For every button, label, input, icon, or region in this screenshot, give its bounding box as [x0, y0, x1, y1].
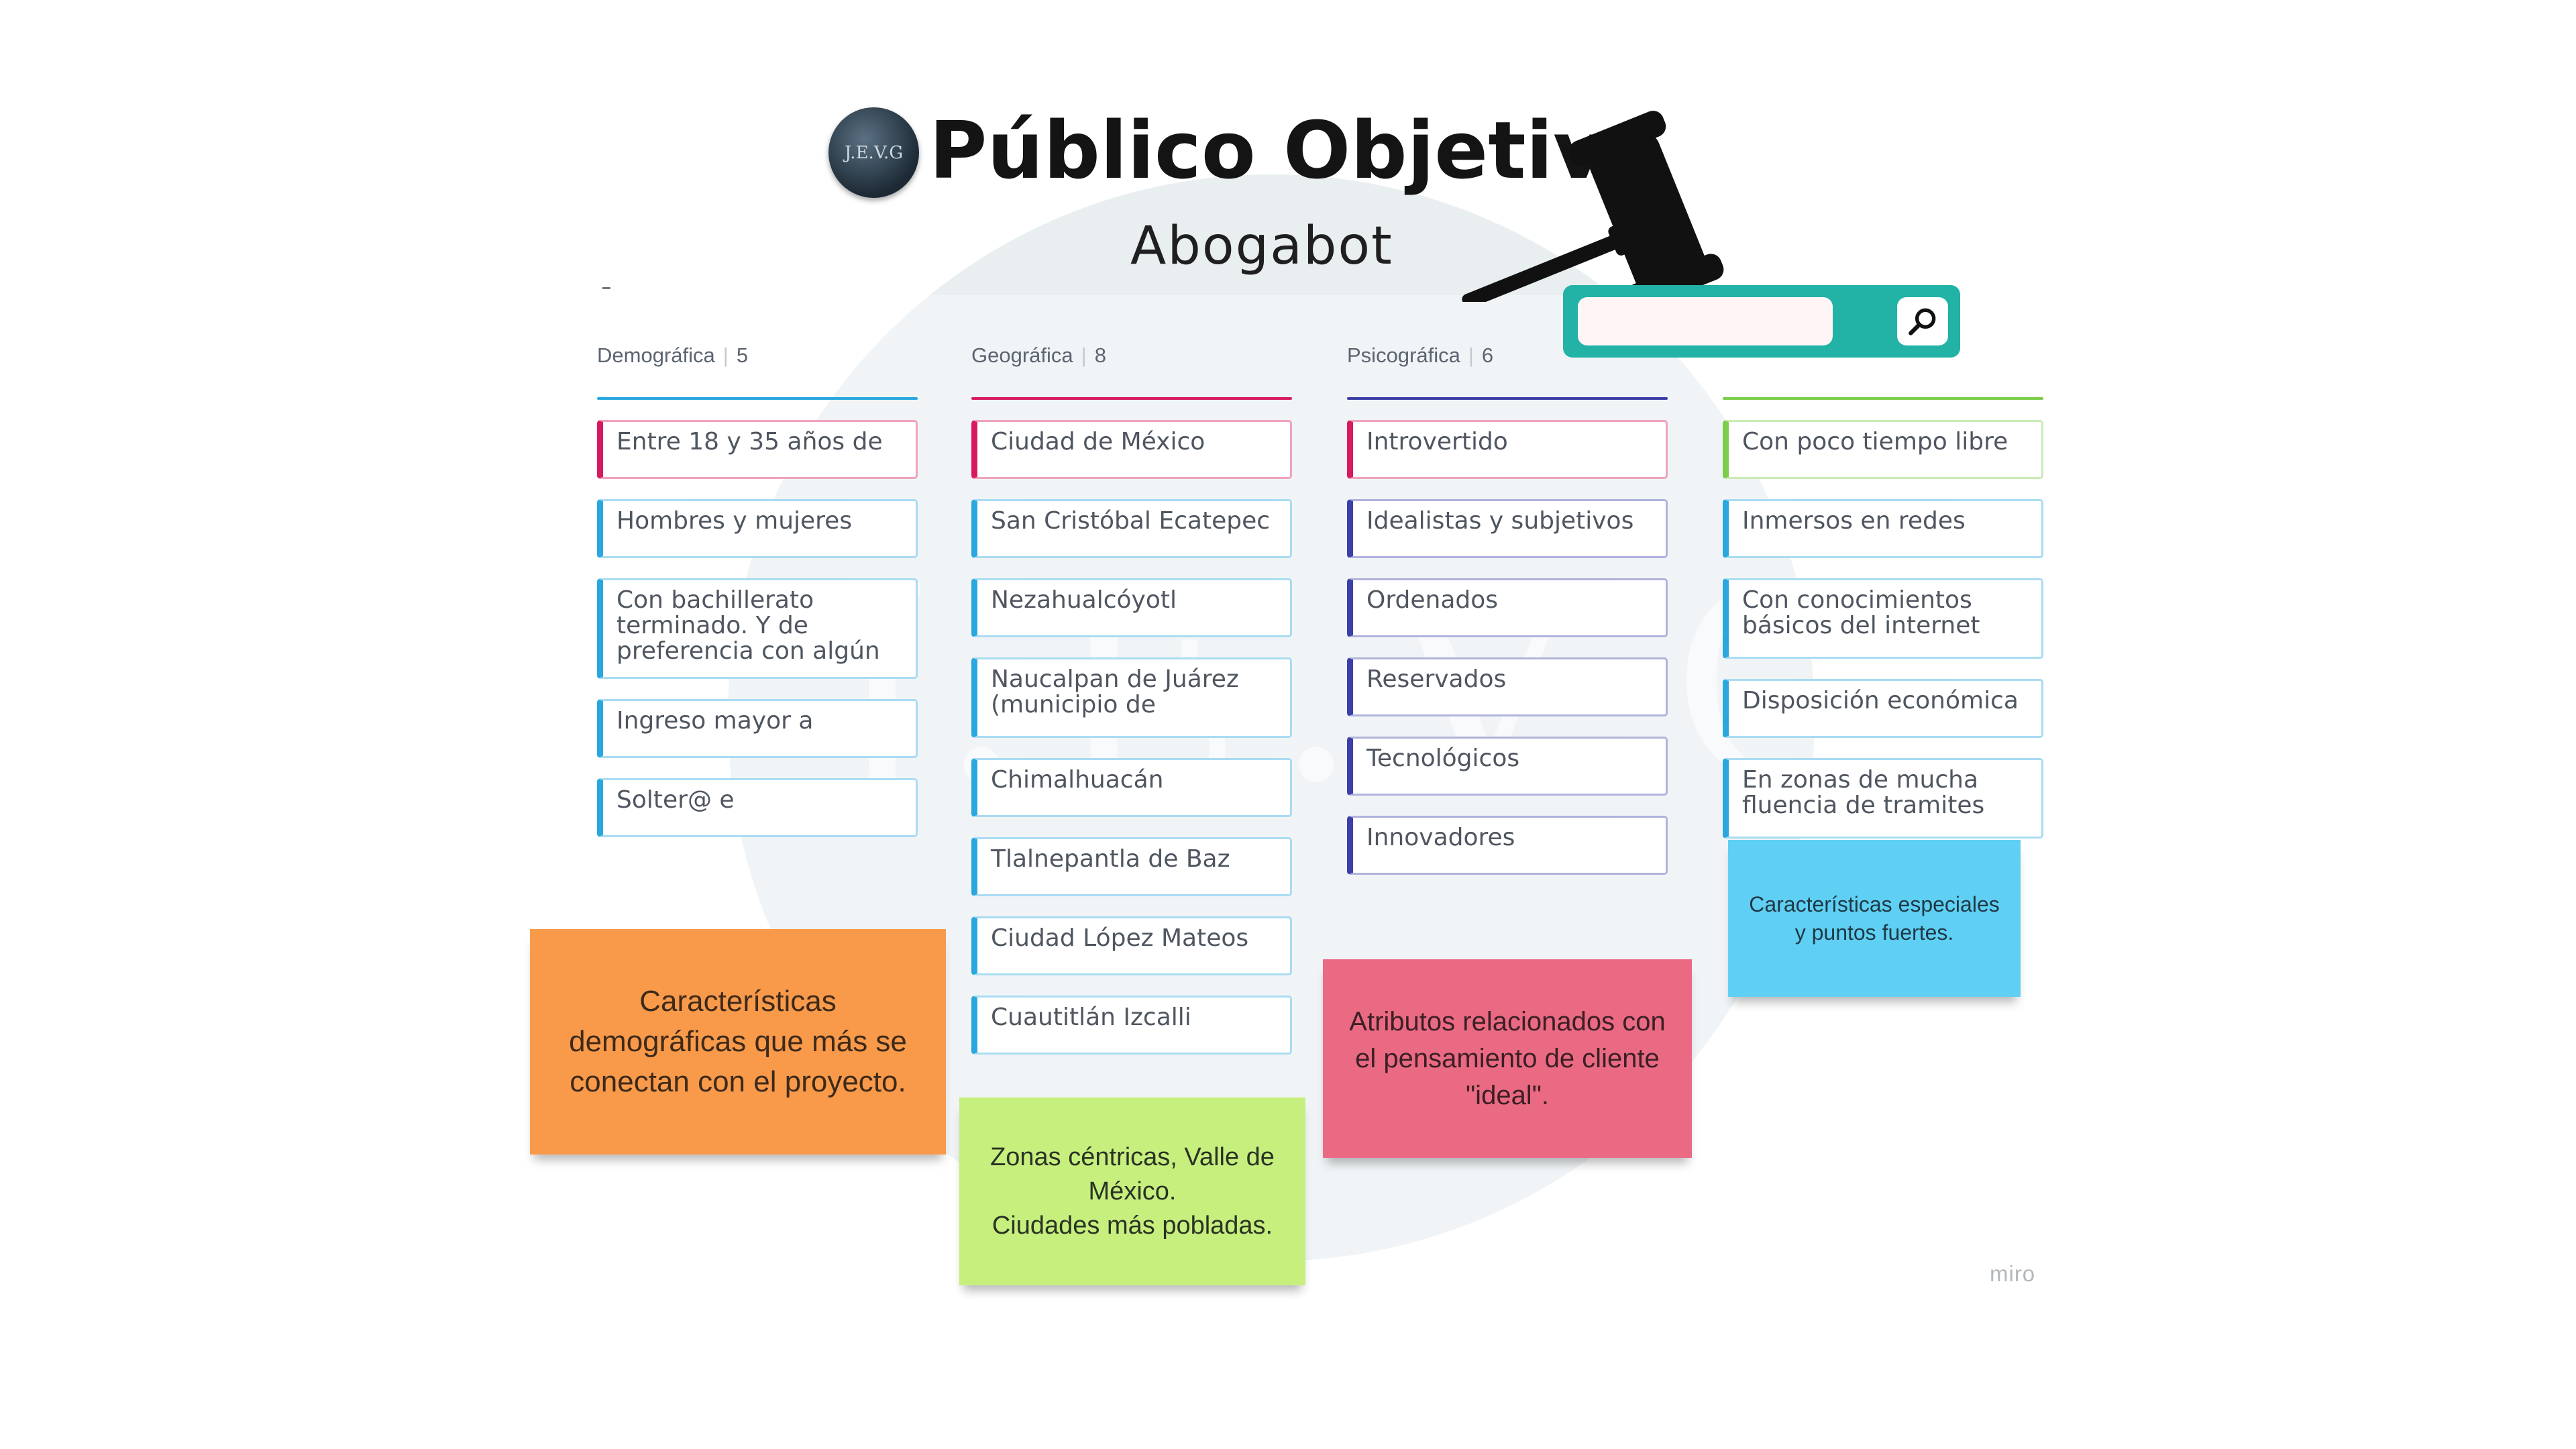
search-bar [1563, 285, 1960, 358]
sticky-note-green[interactable]: Zonas céntricas, Valle de México. Ciudad… [959, 1097, 1305, 1285]
card[interactable]: Naucalpan de Juárez (municipio de [971, 657, 1292, 738]
logo-badge: J.E.V.G [828, 107, 919, 198]
column-label: Geográfica [971, 343, 1073, 367]
card[interactable]: Ingreso mayor a [597, 699, 918, 758]
card[interactable]: Con poco tiempo libre [1723, 420, 2043, 479]
card[interactable]: Tecnológicos [1347, 737, 1668, 796]
card[interactable]: Chimalhuacán [971, 758, 1292, 817]
page-subtitle: Abogabot [1130, 216, 1393, 276]
column-count: 5 [736, 343, 749, 367]
column-count: 6 [1481, 343, 1494, 367]
column-4: | Con poco tiempo libre Inmersos en redes C… [1723, 343, 2043, 859]
card[interactable]: Reservados [1347, 657, 1668, 716]
card[interactable]: Introvertido [1347, 420, 1668, 479]
search-input[interactable] [1578, 297, 1833, 345]
search-button[interactable] [1897, 297, 1948, 345]
card[interactable]: Tlalnepantla de Baz [971, 837, 1292, 896]
card[interactable]: Hombres y mujeres [597, 499, 918, 558]
column-label: Psicográfica [1347, 343, 1460, 367]
gavel-icon [1462, 111, 1724, 302]
sticky-note-blue[interactable]: Características especiales y puntos fuer… [1728, 840, 2021, 997]
page-title: Público Objetivo [929, 104, 1660, 197]
column-header: Geográfica | 8 [971, 343, 1292, 377]
card[interactable]: Innovadores [1347, 816, 1668, 875]
card[interactable]: Ciudad de México [971, 420, 1292, 479]
card[interactable]: Entre 18 y 35 años de [597, 420, 918, 479]
divider-dash [602, 287, 610, 289]
sticky-note-pink[interactable]: Atributos relacionados con el pensamient… [1323, 959, 1692, 1158]
card[interactable]: San Cristóbal Ecatepec [971, 499, 1292, 558]
card[interactable]: Con conocimientos básicos del internet [1723, 578, 2043, 659]
card[interactable]: En zonas de mucha fluencia de tramites [1723, 758, 2043, 839]
column-accent-line [1347, 397, 1668, 400]
sticky-note-orange[interactable]: Características demográficas que más se … [530, 929, 946, 1155]
column-accent-line [597, 397, 918, 400]
column-header: Demográfica | 5 [597, 343, 918, 377]
column-separator: | [1081, 343, 1087, 367]
column-2: Geográfica | 8 Ciudad de México San Cristóba… [971, 343, 1292, 1075]
card[interactable]: Cuautitlán Izcalli [971, 996, 1292, 1055]
card[interactable]: Idealistas y subjetivos [1347, 499, 1668, 558]
card[interactable]: Con bachillerato terminado. Y de prefere… [597, 578, 918, 679]
column-1: Demográfica | 5 Entre 18 y 35 años de Hombre… [597, 343, 918, 857]
card[interactable]: Ordenados [1347, 578, 1668, 637]
column-3: Psicográfica | 6 Introvertido Idealistas y s… [1347, 343, 1668, 895]
column-accent-line [971, 397, 1292, 400]
column-accent-line [1723, 397, 2043, 400]
column-header: Psicográfica | 6 [1347, 343, 1668, 377]
column-separator: | [1468, 343, 1474, 367]
card[interactable]: Disposición económica [1723, 679, 2043, 738]
miro-brand: miro [1990, 1261, 2036, 1286]
card[interactable]: Nezahualcóyotl [971, 578, 1292, 637]
card[interactable]: Ciudad López Mateos [971, 916, 1292, 975]
search-icon [1909, 308, 1936, 335]
column-separator: | [722, 343, 729, 367]
card[interactable]: Inmersos en redes [1723, 499, 2043, 558]
logo-text: J.E.V.G [844, 142, 904, 163]
column-count: 8 [1094, 343, 1106, 367]
card[interactable]: Solter@ e [597, 778, 918, 837]
column-header: | [1723, 343, 2043, 377]
column-label: Demográfica [597, 343, 715, 367]
